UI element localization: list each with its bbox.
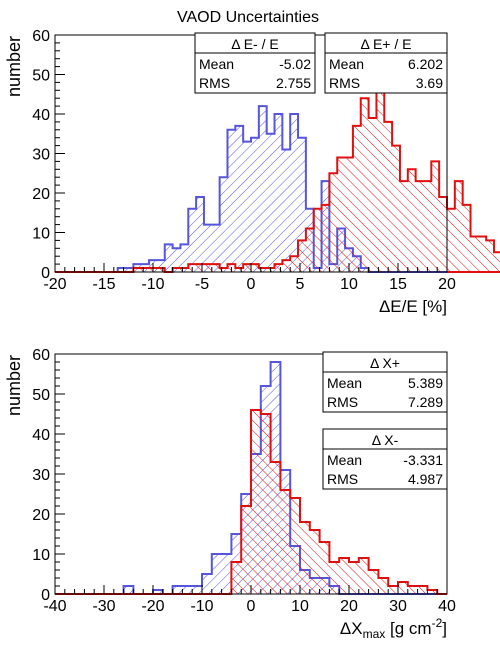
bottom-x-tick-label: 20 bbox=[340, 598, 358, 615]
bottom-x-tick-label: 0 bbox=[247, 598, 256, 615]
top-y-tick-label: 60 bbox=[32, 28, 50, 45]
stats-x-minus-rms: 4.987 bbox=[408, 471, 443, 487]
bottom-plot-area: -40 -30 -20 -10 0 10 20 30 40 0 10 20 30 40 50 60 bbox=[32, 347, 456, 615]
stats-x-plus-title: Δ X+ bbox=[370, 355, 400, 371]
stats-e-plus-mean: 6.202 bbox=[408, 56, 443, 72]
bottom-x-tick-label: -40 bbox=[43, 598, 66, 615]
stats-x-minus-title: Δ X- bbox=[372, 432, 399, 448]
bottom-x-label-sub: max bbox=[363, 627, 386, 641]
bottom-x-tick-label: -30 bbox=[92, 598, 115, 615]
top-y-tick-label: 10 bbox=[32, 226, 50, 243]
top-x-tick-label: -10 bbox=[141, 276, 164, 293]
bottom-y-tick-label: 20 bbox=[32, 507, 50, 524]
top-x-tick-label: -20 bbox=[43, 276, 66, 293]
bottom-series-1-outline bbox=[55, 409, 447, 595]
stats-box-e-minus: Δ E- / E Mean -5.02 RMS 2.755 bbox=[194, 32, 316, 94]
top-series-1-fill bbox=[133, 82, 500, 272]
top-y-tick-label: 0 bbox=[41, 265, 50, 282]
stats-x-minus-mean: -3.331 bbox=[403, 452, 443, 468]
top-x-tick-label: 0 bbox=[247, 276, 256, 293]
top-y-tick-label: 40 bbox=[32, 107, 50, 124]
stats-e-minus-rms: 2.755 bbox=[276, 75, 311, 91]
bottom-series-0-fill bbox=[123, 362, 349, 594]
bottom-x-label-sup: -2 bbox=[432, 616, 443, 630]
bottom-x-label-unit: [g cm bbox=[385, 619, 431, 638]
bottom-y-tick-label: 50 bbox=[32, 387, 50, 404]
stats-e-minus-rms-label: RMS bbox=[199, 75, 230, 91]
stats-box-e-plus: Δ E+ / E Mean 6.202 RMS 3.69 bbox=[324, 32, 448, 94]
stats-x-plus-rms: 7.289 bbox=[408, 394, 443, 410]
bottom-x-label-main: ΔX bbox=[340, 619, 363, 638]
stats-e-plus-rms-label: RMS bbox=[329, 75, 360, 91]
bottom-x-tick-label: -10 bbox=[190, 598, 213, 615]
top-x-tick-label: -15 bbox=[92, 276, 115, 293]
bottom-x-axis-label: ΔXmax [g cm-2] bbox=[340, 616, 447, 641]
stats-x-minus-rms-label: RMS bbox=[327, 471, 358, 487]
top-y-axis-label: number bbox=[4, 36, 24, 97]
bottom-y-axis-label: number bbox=[4, 355, 24, 416]
top-x-tick-label: 15 bbox=[389, 276, 407, 293]
top-chart-title: VAOD Uncertainties bbox=[177, 9, 319, 26]
stats-x-plus-mean: 5.389 bbox=[408, 375, 443, 391]
bottom-y-tick-label: 60 bbox=[32, 347, 50, 364]
top-x-tick-label: 5 bbox=[296, 276, 305, 293]
stats-x-plus-rms-label: RMS bbox=[327, 394, 358, 410]
stats-e-plus-mean-label: Mean bbox=[329, 56, 364, 72]
stats-e-minus-mean-label: Mean bbox=[199, 56, 234, 72]
bottom-x-label-end: ] bbox=[442, 619, 447, 638]
bottom-x-tick-label: 10 bbox=[291, 598, 309, 615]
bottom-y-tick-label: 30 bbox=[32, 467, 50, 484]
top-series-1-outline bbox=[55, 81, 500, 273]
bottom-y-tick-label: 0 bbox=[41, 587, 50, 604]
top-x-axis-label: ΔE/E [%] bbox=[379, 297, 447, 316]
top-y-tick-label: 30 bbox=[32, 147, 50, 164]
top-y-tick-label: 50 bbox=[32, 68, 50, 85]
stats-box-x-plus: Δ X+ Mean 5.389 RMS 7.289 bbox=[322, 351, 448, 413]
bottom-y-tick-label: 10 bbox=[32, 547, 50, 564]
top-y-tick-label: 20 bbox=[32, 186, 50, 203]
bottom-x-tick-label: -20 bbox=[141, 598, 164, 615]
top-x-tick-label: 10 bbox=[340, 276, 358, 293]
top-x-tick-label: -5 bbox=[195, 276, 209, 293]
stats-x-minus-mean-label: Mean bbox=[327, 452, 362, 468]
bottom-panel: -40 -30 -20 -10 0 10 20 30 40 0 10 20 30 40 50 60 numbe… bbox=[4, 347, 456, 641]
stats-e-minus-title: Δ E- / E bbox=[231, 36, 278, 52]
bottom-x-tick-label: 30 bbox=[389, 598, 407, 615]
bottom-x-tick-label: 40 bbox=[438, 598, 456, 615]
stats-e-minus-mean: -5.02 bbox=[279, 56, 311, 72]
stats-box-x-minus: Δ X- Mean -3.331 RMS 4.987 bbox=[322, 428, 448, 490]
stats-e-plus-rms: 3.69 bbox=[416, 75, 443, 91]
stats-x-plus-mean-label: Mean bbox=[327, 375, 362, 391]
top-x-tick-label: 20 bbox=[438, 276, 456, 293]
stats-e-plus-title: Δ E+ / E bbox=[361, 36, 412, 52]
bottom-series-1-fill bbox=[231, 410, 447, 594]
bottom-y-tick-label: 40 bbox=[32, 427, 50, 444]
